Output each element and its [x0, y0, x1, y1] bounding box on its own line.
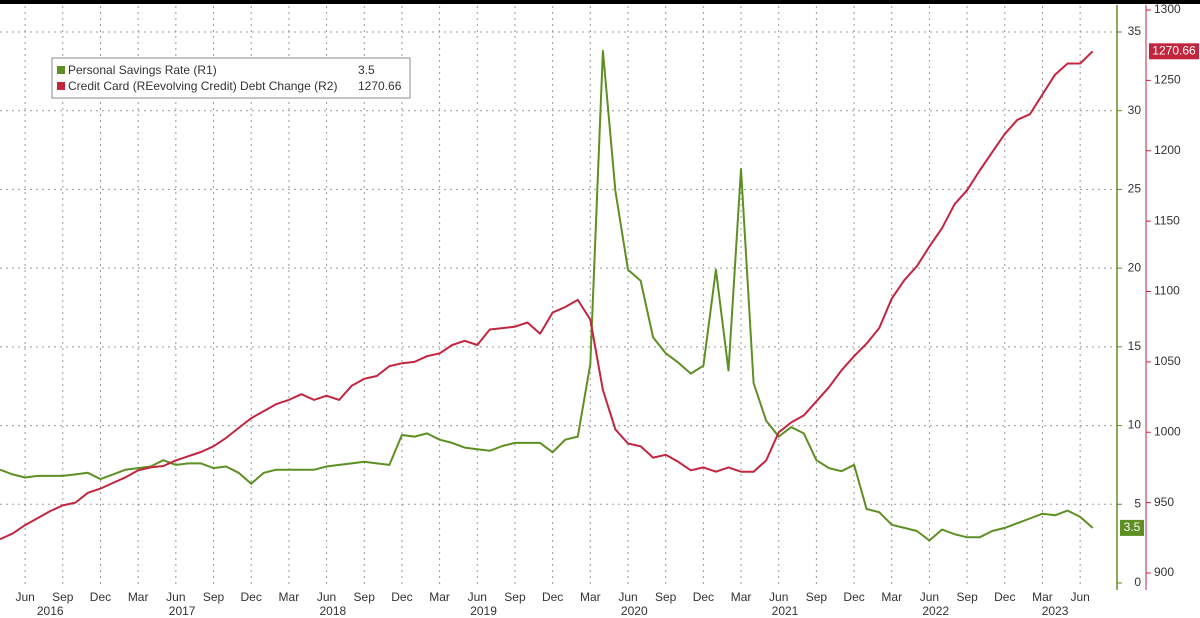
- x-tick-label: Sep: [504, 590, 526, 604]
- y2-tick-label: 900: [1154, 565, 1174, 579]
- legend-box: [51, 57, 411, 99]
- x-tick-label: Jun: [166, 590, 185, 604]
- year-label: 2017: [169, 604, 196, 618]
- y2-tick-label: 1150: [1154, 213, 1180, 227]
- y-tick-label: 0: [1134, 575, 1141, 589]
- y-tick-label: 30: [1128, 103, 1142, 117]
- legend-value: 3.5: [358, 63, 375, 77]
- y2-tick-label: 1300: [1154, 2, 1181, 16]
- series-line: [0, 50, 1094, 541]
- x-tick-label: Dec: [90, 590, 111, 604]
- y-tick-label: 20: [1128, 260, 1142, 274]
- y-tick-label: 25: [1128, 182, 1142, 196]
- y2-tick-label: 1100: [1154, 284, 1180, 298]
- year-label: 2020: [621, 604, 648, 618]
- y2-tick-label: 950: [1154, 495, 1174, 509]
- x-tick-label: Dec: [391, 590, 412, 604]
- year-label: 2021: [772, 604, 799, 618]
- x-tick-label: Jun: [920, 590, 939, 604]
- x-tick-label: Jun: [468, 590, 487, 604]
- last-value-box: [1149, 43, 1199, 60]
- x-tick-label: Mar: [1032, 590, 1053, 604]
- y-tick-label: 5: [1134, 496, 1141, 510]
- x-tick-label: Dec: [542, 590, 563, 604]
- y-tick-label: 35: [1128, 24, 1142, 38]
- y2-tick-label: 1050: [1154, 354, 1181, 368]
- x-tick-label: Dec: [241, 590, 262, 604]
- x-tick-label: Jun: [1070, 590, 1089, 604]
- x-tick-label: Dec: [994, 590, 1015, 604]
- x-tick-label: Jun: [317, 590, 336, 604]
- year-label: 2022: [922, 604, 949, 618]
- year-label: 2018: [319, 604, 346, 618]
- legend-label: Personal Savings Rate (R1): [68, 63, 217, 77]
- top-bar: [0, 0, 1200, 4]
- last-value-box: [1120, 519, 1144, 536]
- legend-value: 1270.66: [358, 79, 402, 93]
- legend-swatch: [57, 82, 65, 90]
- y2-tick-label: 1200: [1154, 143, 1181, 157]
- y-tick-label: 10: [1128, 418, 1142, 432]
- legend-swatch: [57, 66, 65, 74]
- last-value-label: 1270.66: [1152, 43, 1196, 57]
- x-tick-label: Mar: [128, 590, 149, 604]
- x-tick-label: Mar: [881, 590, 902, 604]
- year-label: 2019: [470, 604, 497, 618]
- x-tick-label: Sep: [655, 590, 677, 604]
- year-label: 2023: [1042, 604, 1069, 618]
- x-tick-label: Sep: [203, 590, 225, 604]
- x-tick-label: Mar: [279, 590, 300, 604]
- x-tick-label: Mar: [580, 590, 601, 604]
- x-tick-label: Mar: [429, 590, 450, 604]
- x-tick-label: Sep: [956, 590, 978, 604]
- x-tick-label: Jun: [769, 590, 788, 604]
- y2-tick-label: 1250: [1154, 73, 1181, 87]
- series-line: [0, 49, 1094, 542]
- x-tick-label: Jun: [15, 590, 34, 604]
- legend-label: Credit Card (REevolving Credit) Debt Cha…: [68, 79, 337, 93]
- x-tick-label: Sep: [354, 590, 376, 604]
- year-label: 2016: [37, 604, 64, 618]
- y2-tick-label: 1000: [1154, 424, 1181, 438]
- y-tick-label: 15: [1128, 339, 1142, 353]
- x-tick-label: Sep: [52, 590, 74, 604]
- last-value-label: 3.5: [1124, 520, 1141, 534]
- x-tick-label: Dec: [843, 590, 864, 604]
- x-tick-label: Dec: [693, 590, 714, 604]
- x-tick-label: Mar: [731, 590, 752, 604]
- x-tick-label: Sep: [806, 590, 828, 604]
- x-tick-label: Jun: [618, 590, 637, 604]
- legend: Personal Savings Rate (R1) 3.5 Credit Ca…: [51, 57, 411, 99]
